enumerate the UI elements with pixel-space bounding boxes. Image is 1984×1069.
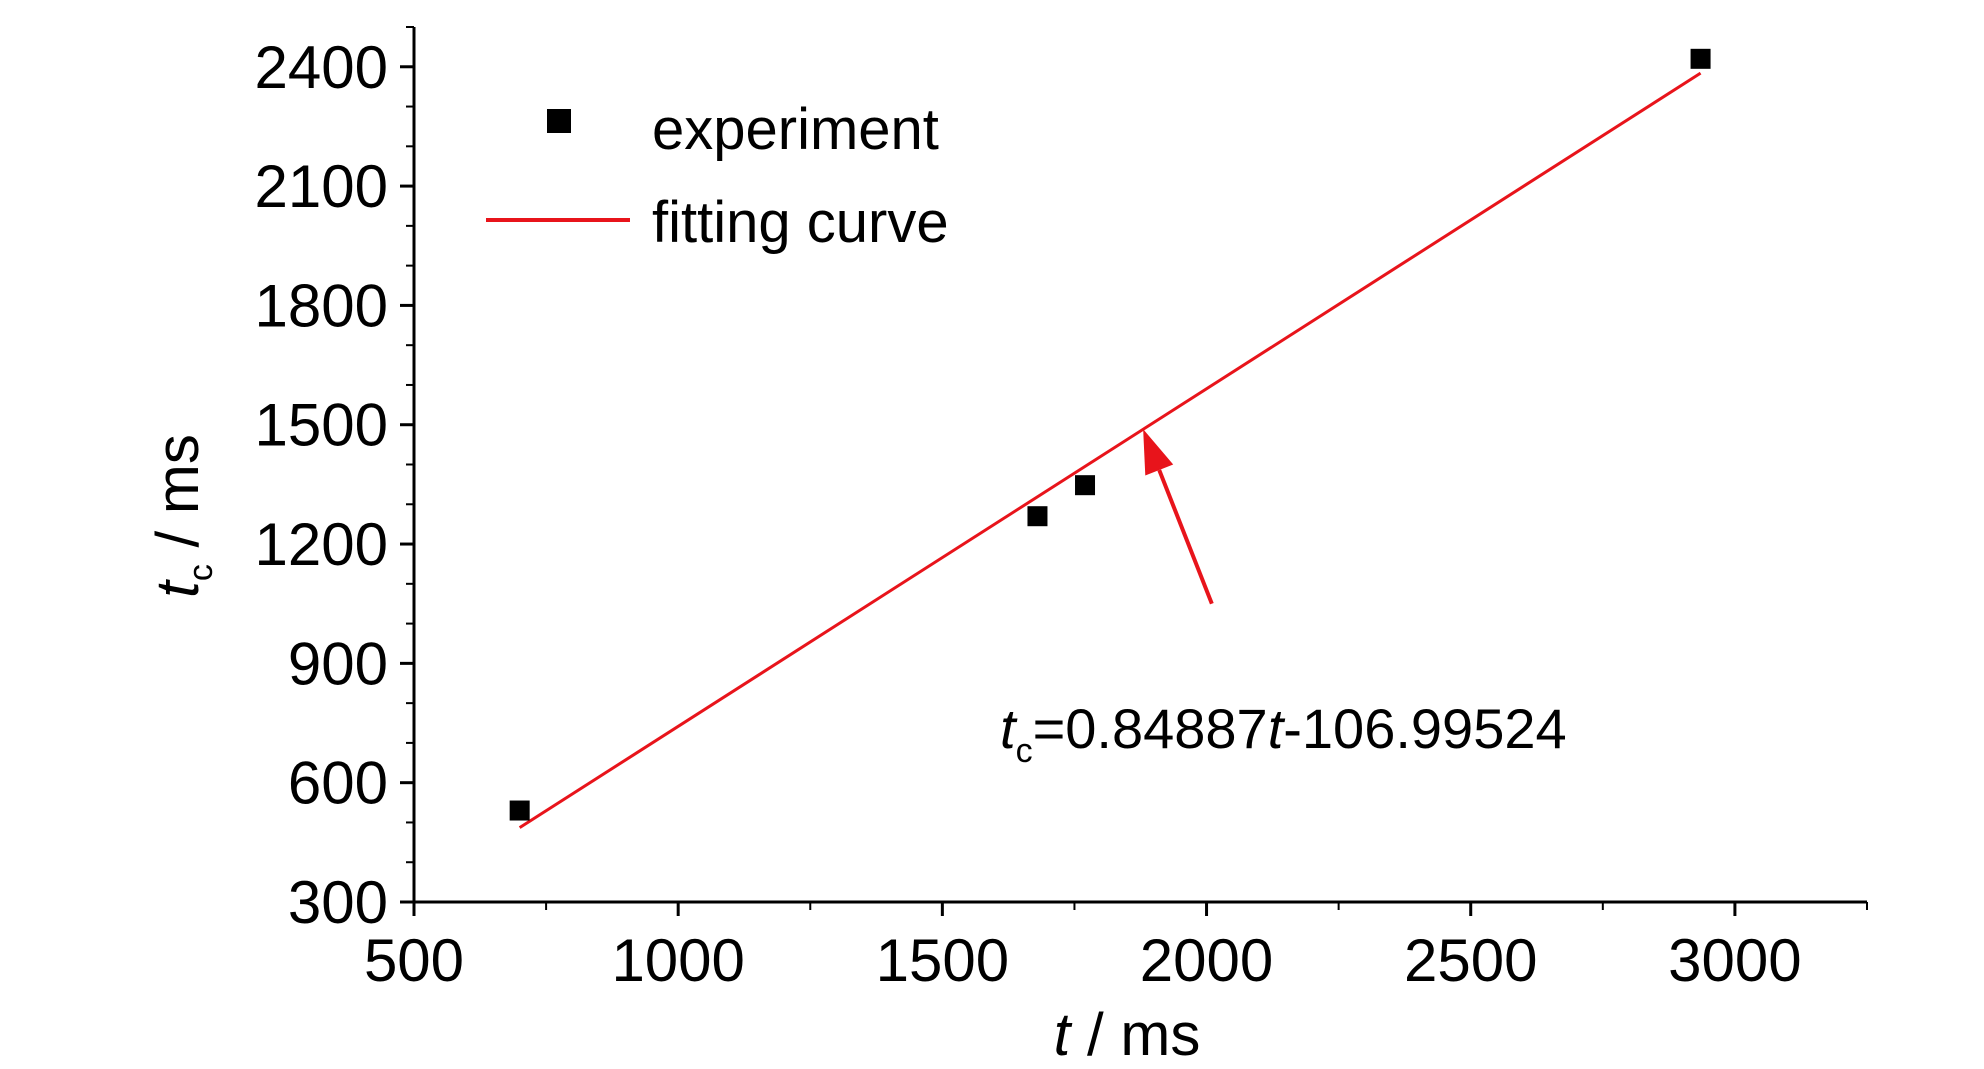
legend-label-fitting-curve: fitting curve bbox=[652, 190, 949, 255]
fit-annotation: tc=0.84887t-106.99524 bbox=[1000, 429, 1567, 770]
y-axis-ticks: 300 600 900 1200 1500 1800 2100 2400 bbox=[255, 26, 414, 936]
data-point-experiment bbox=[509, 800, 530, 821]
x-axis-title: t / ms bbox=[1054, 1001, 1201, 1068]
y-tick-label: 1500 bbox=[255, 392, 388, 459]
y-tick-label: 1800 bbox=[255, 272, 388, 339]
x-tick-label: 1500 bbox=[876, 927, 1009, 994]
x-tick-label: 2000 bbox=[1140, 927, 1273, 994]
x-tick-label: 1000 bbox=[611, 927, 744, 994]
annotation-arrow-head bbox=[1143, 429, 1174, 476]
legend-marker-experiment bbox=[547, 109, 571, 133]
x-tick-label: 2500 bbox=[1404, 927, 1537, 994]
y-tick-label: 300 bbox=[288, 869, 388, 936]
x-tick-label: 3000 bbox=[1668, 927, 1801, 994]
x-tick-label: 500 bbox=[364, 927, 464, 994]
y-tick-label: 600 bbox=[288, 750, 388, 817]
plot-series bbox=[509, 48, 1711, 829]
data-point-experiment bbox=[1690, 48, 1711, 69]
y-axis-title: tc / ms bbox=[144, 434, 220, 598]
fit-equation: tc=0.84887t-106.99524 bbox=[1000, 697, 1567, 770]
y-tick-label: 2400 bbox=[255, 34, 388, 101]
data-point-experiment bbox=[1075, 475, 1096, 496]
x-axis-ticks: 500 1000 1500 2000 2500 3000 bbox=[364, 902, 1868, 994]
y-tick-label: 900 bbox=[288, 630, 388, 697]
y-tick-label: 2100 bbox=[255, 153, 388, 220]
annotation-arrow-shaft bbox=[1157, 469, 1214, 605]
series-line-fitting-curve bbox=[518, 71, 1702, 829]
legend: experiment fitting curve bbox=[486, 97, 949, 255]
data-point-experiment bbox=[1027, 506, 1048, 527]
legend-label-experiment: experiment bbox=[652, 97, 939, 162]
y-tick-label: 1200 bbox=[255, 511, 388, 578]
